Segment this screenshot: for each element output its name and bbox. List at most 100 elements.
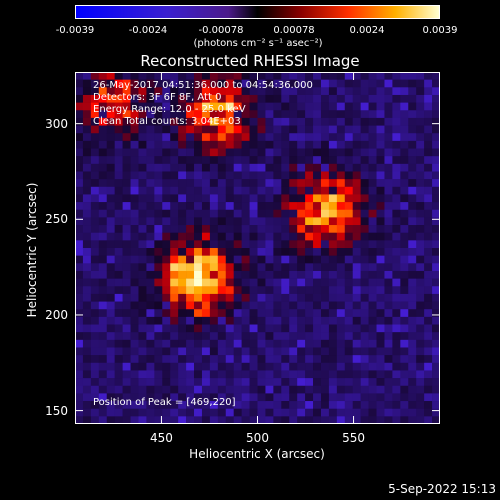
heatmap-cell [225, 156, 234, 165]
heatmap-cell [376, 125, 385, 134]
heatmap-cell [384, 309, 393, 318]
heatmap-cell [408, 408, 417, 417]
heatmap-cell [249, 240, 258, 249]
heatmap-cell [408, 125, 417, 134]
heatmap-cell [98, 270, 108, 279]
heatmap-cell [162, 202, 171, 211]
heatmap-cell [138, 171, 147, 180]
heatmap-cell [344, 248, 354, 256]
heatmap-cell [225, 324, 234, 333]
heatmap-cell [352, 355, 361, 364]
heatmap-cell [122, 286, 131, 295]
heatmap-cell [225, 117, 234, 126]
heatmap-cell [289, 355, 298, 364]
heatmap-cell [352, 248, 361, 256]
heatmap-cell [122, 217, 131, 226]
heatmap-cell [138, 278, 147, 287]
heatmap-cell [178, 355, 187, 364]
heatmap-cell [130, 110, 139, 119]
heatmap-cell [400, 133, 409, 142]
heatmap-cell [106, 79, 115, 88]
heatmap-cell [352, 217, 361, 226]
heatmap-cell [146, 324, 155, 333]
heatmap-cell [265, 179, 274, 188]
heatmap-cell [82, 378, 92, 387]
heatmap-cell [122, 232, 131, 241]
heatmap-cell [432, 117, 440, 126]
heatmap-cell [249, 125, 258, 134]
heatmap-cell [392, 309, 401, 318]
heatmap-cell [392, 378, 401, 387]
heatmap-cell [289, 255, 298, 264]
heatmap-cell [75, 79, 84, 88]
heatmap-cell [162, 133, 171, 142]
heatmap-cell [257, 125, 266, 134]
heatmap-cell [170, 416, 179, 424]
heatmap-cell [98, 263, 108, 272]
heatmap-cell [392, 248, 401, 256]
heatmap-cell [241, 362, 250, 371]
heatmap-cell [416, 148, 425, 157]
heatmap-cell [289, 278, 298, 287]
heatmap-cell [75, 332, 84, 341]
heatmap-cell [432, 133, 440, 142]
heatmap-cell [273, 393, 282, 402]
heatmap-cell [130, 194, 139, 203]
heatmap-cell [376, 263, 385, 272]
heatmap-cell [249, 370, 258, 379]
heatmap-cell [432, 332, 440, 341]
heatmap-cell [82, 263, 92, 272]
heatmap-cell [217, 148, 227, 157]
annotation-detectors: Detectors: 3F 6F 8F, Att 0 [93, 92, 222, 103]
heatmap-cell [114, 355, 123, 364]
heatmap-cell [122, 110, 131, 119]
heatmap-cell [90, 148, 100, 157]
heatmap-cell [368, 194, 377, 203]
heatmap-cell [241, 385, 250, 394]
heatmap-cell [408, 370, 417, 379]
heatmap-cell [186, 232, 195, 241]
heatmap-cell [130, 171, 139, 180]
heatmap-cell [273, 171, 282, 180]
heatmap-cell [368, 416, 377, 424]
heatmap-cell [225, 408, 234, 417]
heatmap-cell [313, 225, 322, 233]
heatmap-cell [154, 186, 163, 195]
heatmap-cell [225, 148, 234, 157]
heatmap-cell [162, 163, 171, 172]
heatmap-cell [313, 186, 322, 195]
heatmap-cell [178, 324, 187, 333]
heatmap-cell [320, 408, 330, 417]
heatmap-cell [432, 362, 440, 371]
heatmap-cell [146, 332, 155, 341]
heatmap-cell [392, 324, 401, 333]
heatmap-cell [416, 79, 425, 88]
y-tick-label: 250 [45, 212, 68, 227]
heatmap-cell [376, 370, 385, 379]
heatmap-cell [75, 87, 84, 96]
heatmap-cell [392, 370, 401, 379]
heatmap-cell [360, 339, 369, 348]
heatmap-cell [408, 393, 417, 402]
heatmap-cell [178, 255, 187, 264]
heatmap-cell [217, 347, 227, 356]
heatmap-cell [114, 225, 123, 233]
heatmap-cell [82, 278, 92, 287]
heatmap-cell [265, 94, 274, 103]
heatmap-cell [265, 370, 274, 379]
heatmap-cell [249, 94, 258, 103]
heatmap-cell [194, 102, 203, 111]
heatmap-cell [106, 286, 115, 295]
heatmap-cell [90, 102, 100, 111]
heatmap-cell [114, 156, 123, 165]
heatmap-cell [289, 87, 298, 96]
heatmap-cell [233, 148, 242, 157]
heatmap-cell [194, 225, 203, 233]
heatmap-cell [384, 393, 393, 402]
heatmap-cell [400, 202, 409, 211]
heatmap-cell [297, 225, 306, 233]
heatmap-cell [384, 385, 393, 394]
heatmap-cell [352, 87, 361, 96]
heatmap-cell [328, 393, 338, 402]
heatmap-cell [297, 278, 306, 287]
